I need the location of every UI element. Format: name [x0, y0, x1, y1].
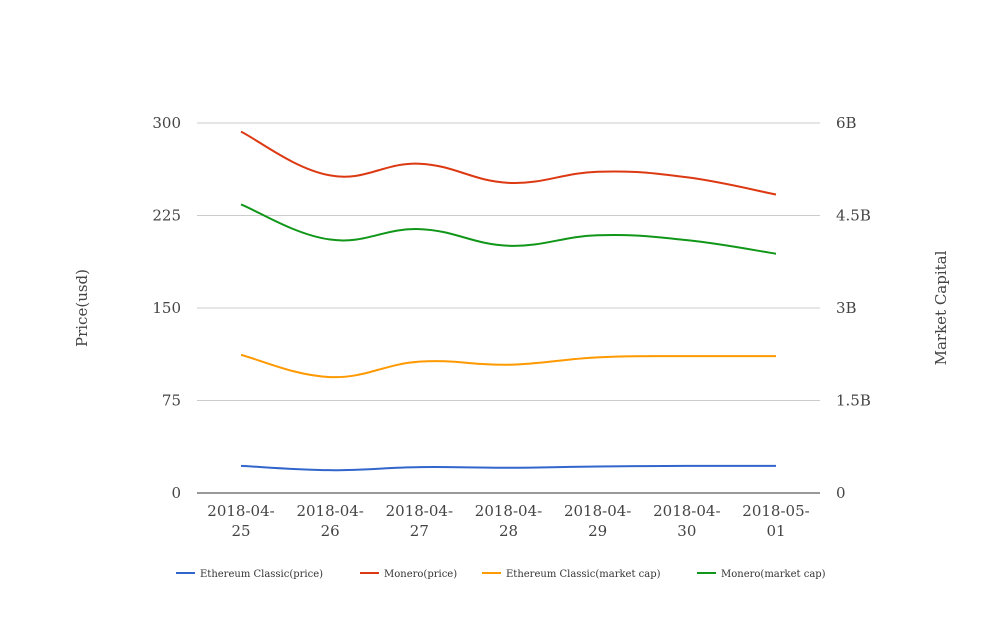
series-line-4 [240, 203, 777, 255]
y-tick-label: 0 [171, 484, 181, 502]
y2-tick-label: 3B [836, 299, 857, 317]
x-tick-label-line: 26 [321, 522, 340, 540]
x-tick-label-line: 2018-05- [742, 502, 809, 520]
y2-axis-title: Market Capital [932, 250, 950, 365]
y-tick-label: 225 [152, 207, 181, 225]
y-axis-title: Price(usd) [73, 269, 91, 347]
legend-item: Ethereum Classic(price) [176, 569, 323, 580]
legend-item: Monero(market cap) [697, 569, 826, 580]
y2-tick-label: 4.5B [836, 207, 871, 225]
x-tick-label: 2018-04- 28 [475, 502, 542, 540]
x-tick-label: 2018-04- 25 [207, 502, 274, 540]
x-tick-label-line: 2018-04- [564, 502, 631, 520]
legend-item: Monero(price) [360, 569, 457, 580]
y2-tick-label: 1.5B [836, 392, 871, 410]
x-tick-label: 2018-04- 30 [653, 502, 720, 540]
x-tick-label-line: 30 [677, 522, 696, 540]
y-tick-label: 75 [162, 392, 181, 410]
x-tick-label: 2018-04- 26 [296, 502, 363, 540]
series-line-2 [240, 130, 777, 196]
x-tick-label-line: 01 [766, 522, 785, 540]
x-tick-label-line: 2018-04- [653, 502, 720, 520]
legend-label: Ethereum Classic(market cap) [506, 569, 661, 580]
legend-label: Monero(price) [384, 569, 457, 580]
legend-label: Monero(market cap) [721, 569, 826, 580]
x-tick-label-line: 2018-04- [207, 502, 274, 520]
x-tick-label: 2018-05- 01 [742, 502, 809, 540]
x-tick-label-line: 29 [588, 522, 607, 540]
y-tick-label: 300 [152, 114, 181, 132]
series-line-1 [240, 464, 777, 472]
legend-label: Ethereum Classic(price) [200, 569, 323, 580]
x-tick-label-line: 28 [499, 522, 518, 540]
y2-tick-label: 0 [836, 484, 846, 502]
y2-tick-label: 6B [836, 114, 857, 132]
y-tick-label: 150 [152, 299, 181, 317]
gridlines [197, 122, 820, 401]
legend: Ethereum Classic(price) Monero(price) Ethe… [176, 569, 826, 580]
legend-item: Ethereum Classic(market cap) [482, 569, 661, 580]
series-lines [240, 130, 777, 472]
x-tick-label-line: 2018-04- [475, 502, 542, 520]
series-line-3 [240, 353, 777, 379]
x-tick-label: 2018-04- 27 [386, 502, 453, 540]
x-tick-label-line: 25 [231, 522, 250, 540]
x-tick-label: 2018-04- 29 [564, 502, 631, 540]
x-tick-label-line: 2018-04- [296, 502, 363, 520]
x-tick-label-line: 2018-04- [386, 502, 453, 520]
x-tick-label-line: 27 [410, 522, 429, 540]
